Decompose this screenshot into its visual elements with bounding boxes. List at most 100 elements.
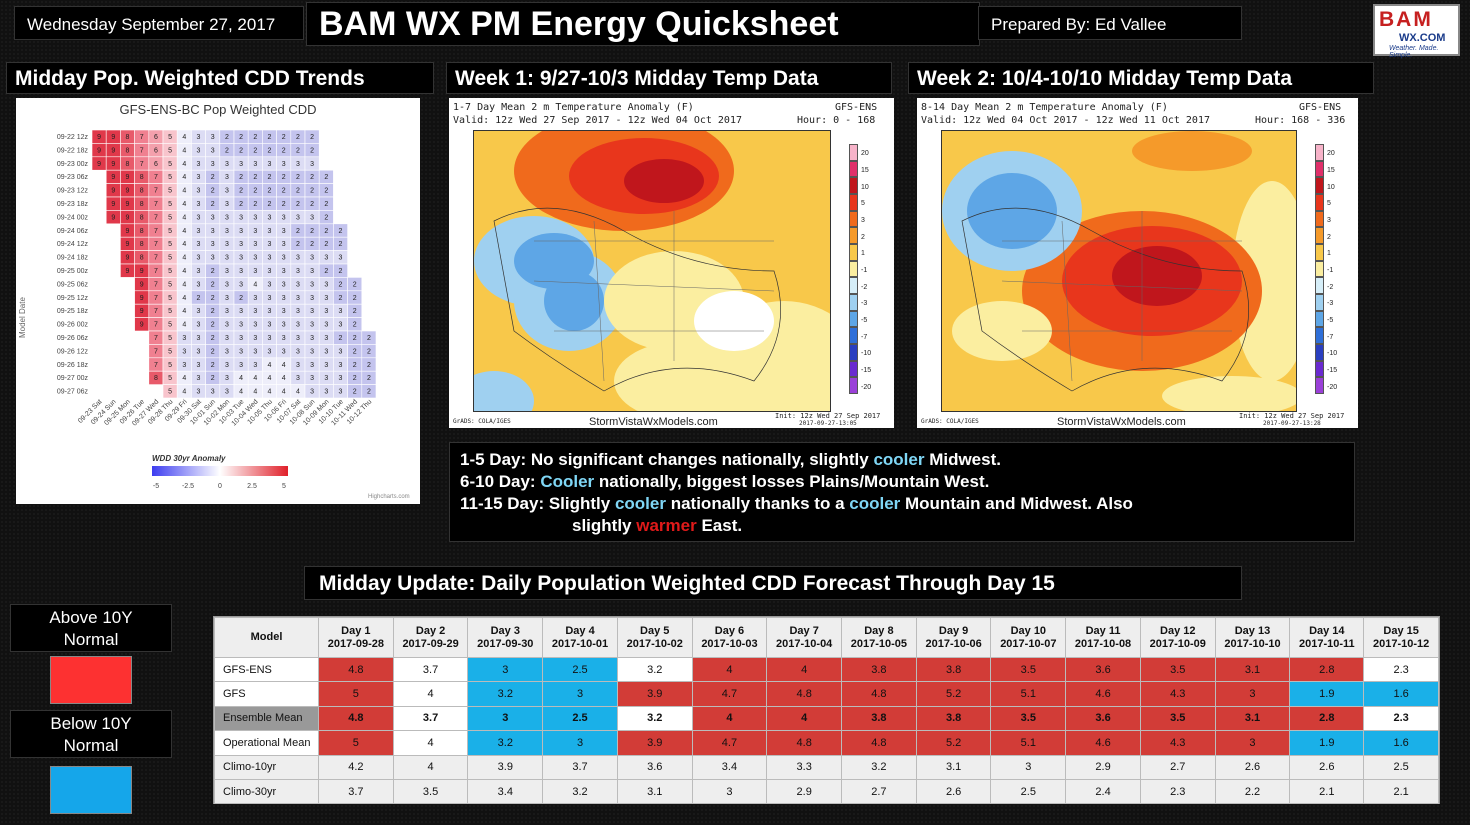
cdd-value-cell: 3.1	[915, 754, 992, 780]
cdd-cell-value: 3	[282, 308, 286, 315]
cdd-cell-value: 9	[140, 281, 144, 288]
cdd-cell-value: 2	[339, 335, 343, 342]
cdd-cell-value: 2	[211, 268, 215, 275]
scale-label: -7	[1327, 333, 1334, 341]
day-date: 2017-09-30	[477, 637, 534, 650]
cdd-cell-value: 3	[225, 348, 229, 355]
cdd-cell-value: 3	[197, 322, 201, 329]
cdd-cell-value: 2	[211, 281, 215, 288]
cdd-cell-value: 3	[324, 375, 328, 382]
cdd-value-cell: 4	[691, 705, 768, 732]
cdd-cell-value: 3	[324, 335, 328, 342]
cdd-cell-value: 3	[225, 174, 229, 181]
cdd-cell-value: 9	[97, 147, 101, 154]
day-date: 2017-10-02	[626, 637, 683, 650]
cdd-value-cell: 4.3	[1139, 681, 1216, 707]
cdd-cell-value: 2	[339, 281, 343, 288]
cdd-cell-value: 7	[154, 281, 158, 288]
scale-swatch	[849, 294, 858, 311]
cdd-cell-value: 3	[253, 308, 257, 315]
cdd-cell-value: 3	[310, 389, 314, 396]
cdd-chart-ylabel: Model Date	[18, 297, 27, 338]
cdd-cell-value: 3	[239, 308, 243, 315]
day-date: 2017-10-12	[1372, 637, 1430, 650]
cdd-cell-value: 3	[339, 375, 343, 382]
cdd-cell-value: 2	[367, 375, 371, 382]
scale-label: -7	[861, 333, 868, 341]
day-date: 2017-10-06	[925, 637, 982, 650]
cdd-cell-value: 7	[154, 308, 158, 315]
day-header: Day 2 2017-09-29	[392, 617, 469, 658]
cdd-cell-value: 3	[268, 281, 272, 288]
cdd-value-cell: 3.6	[1065, 705, 1141, 732]
cdd-cell-value: 3	[253, 295, 257, 302]
cdd-value-cell: 3.8	[841, 705, 917, 732]
cdd-cell-value: 2	[367, 389, 371, 396]
scale-label: 20	[1327, 150, 1335, 158]
cdd-cell-value: 3	[225, 389, 229, 396]
cdd-value-cell: 2.7	[1139, 754, 1216, 780]
cdd-row-label: 09-26 06z	[57, 335, 89, 342]
cdd-cell-value: 2	[211, 188, 215, 195]
cdd-cell-value: 3	[324, 255, 328, 262]
cdd-cell-value: 2	[239, 134, 243, 141]
cdd-value-cell: 3.5	[990, 705, 1067, 732]
cdd-cell-value: 3	[268, 241, 272, 248]
cdd-cell-value: 3	[197, 308, 201, 315]
day-label: Day 8	[864, 624, 894, 637]
cdd-cell-value: 5	[168, 147, 172, 154]
cdd-cell-value: 8	[126, 134, 130, 141]
cdd-row-label: 09-24 18z	[57, 255, 89, 262]
cdd-cell-value: 2	[268, 134, 272, 141]
cdd-row-label: 09-26 00z	[57, 322, 89, 329]
cdd-cell-value: 5	[168, 389, 172, 396]
cdd-cell-value: 3	[239, 268, 243, 275]
cdd-value-cell: 3.2	[467, 681, 544, 707]
page-title: BAM WX PM Energy Quicksheet	[306, 2, 980, 46]
cdd-cell-value: 7	[154, 241, 158, 248]
cdd-cell-value: 3	[211, 134, 215, 141]
cdd-cell-value: 3	[268, 161, 272, 168]
cdd-cell-value: 9	[111, 174, 115, 181]
cdd-cell-value: 3	[268, 255, 272, 262]
summary-cool-word: cooler	[614, 494, 666, 513]
cdd-cell-value: 2	[296, 134, 300, 141]
cdd-cell-value: 3	[211, 161, 215, 168]
cdd-cell-value: 8	[140, 228, 144, 235]
model-name: Climo-30yr	[214, 778, 319, 805]
cdd-value-cell: 5.1	[990, 681, 1067, 707]
scale-label: 2	[861, 233, 865, 241]
cdd-cell-value: 4	[182, 161, 186, 168]
cdd-cell-value: 4	[182, 147, 186, 154]
cdd-value-cell: 4.3	[1139, 730, 1216, 756]
day-header: Day 14 2017-10-11	[1289, 617, 1365, 658]
cdd-cell-value: 5	[168, 161, 172, 168]
week1-map-stamp: 2017-09-27-13:05	[799, 420, 857, 427]
scale-label: 10	[861, 183, 869, 191]
scale-swatch	[849, 227, 858, 244]
cdd-value-cell: 2.9	[1065, 754, 1141, 780]
scale-swatch	[1315, 260, 1324, 278]
week2-map-grads: GrADS: COLA/IGES	[921, 418, 979, 425]
week2-map-hours: Hour: 168 - 336	[1255, 115, 1346, 126]
cdd-value-cell: 3.1	[616, 778, 693, 805]
scale-label: -5	[1327, 317, 1334, 324]
scale-label: -5	[861, 317, 868, 324]
cdd-cell-value: 3	[239, 348, 243, 355]
week2-map-area	[941, 130, 1297, 412]
key-above-label: Above 10Y Normal	[49, 608, 133, 649]
cdd-cell-value: 8	[154, 375, 158, 382]
cdd-cell-value: 3	[296, 348, 300, 355]
cdd-cell-value: 2	[353, 375, 357, 382]
cdd-value-cell: 4	[691, 656, 768, 683]
cdd-value-cell: 5.1	[990, 730, 1067, 756]
cdd-cell-value: 7	[140, 134, 144, 141]
cdd-cell-value: 6	[154, 134, 158, 141]
cdd-cell-value: 2	[282, 134, 286, 141]
cdd-cell-value: 7	[140, 147, 144, 154]
cdd-cell-value: 2	[353, 308, 357, 315]
cdd-cell-value: 2	[353, 295, 357, 302]
cdd-value-cell: 1.9	[1289, 681, 1365, 707]
cdd-cell-value: 3	[324, 322, 328, 329]
cdd-cell-value: 5	[168, 281, 172, 288]
